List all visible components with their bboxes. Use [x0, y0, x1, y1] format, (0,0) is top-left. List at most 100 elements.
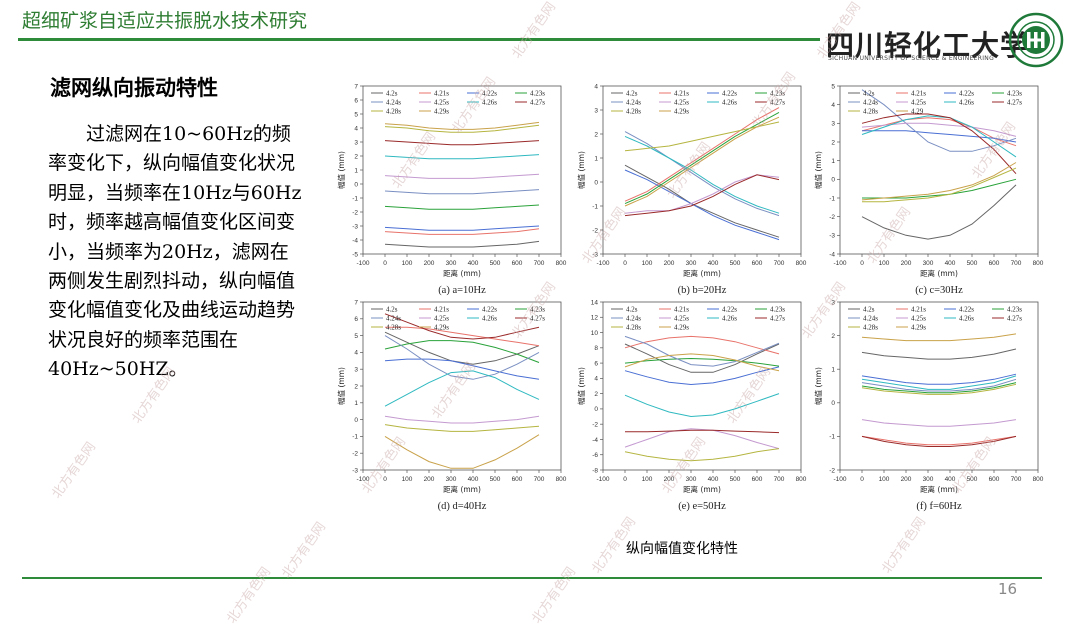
x-axis-label: 距离 (mm) — [920, 268, 958, 278]
legend-label: 4.28s — [626, 108, 641, 116]
legend-label: 4.24s — [386, 99, 401, 107]
series-line-4.2s — [624, 164, 780, 238]
y-tick-label: 3 — [831, 299, 835, 306]
legend-label: 4.27s — [530, 99, 545, 107]
x-tick-label: 500 — [967, 476, 978, 483]
y-tick-label: 3 — [831, 121, 835, 128]
y-tick-label: 7 — [354, 299, 358, 306]
series-line-4.21s — [624, 107, 780, 202]
legend-label: 4.29 — [911, 108, 924, 116]
y-tick-label: 2 — [831, 139, 835, 146]
x-tick-label: 700 — [1011, 260, 1022, 267]
watermark: 北方有色网 — [529, 564, 579, 627]
series-line-4.29s — [624, 353, 780, 372]
x-tick-label: 700 — [774, 260, 785, 267]
y-tick-label: -1 — [829, 195, 835, 202]
x-tick-label: 100 — [402, 476, 413, 483]
y-tick-label: 2 — [594, 391, 598, 398]
series-line-4.23s — [624, 111, 780, 205]
x-tick-label: 600 — [989, 260, 1000, 267]
series-line-4.27s — [861, 113, 1017, 175]
x-tick-label: 500 — [730, 260, 741, 267]
x-tick-label: 0 — [383, 476, 387, 483]
series-line-4.28s — [861, 383, 1017, 395]
y-tick-label: -1 — [829, 434, 835, 441]
plot-frame — [839, 85, 1039, 255]
y-tick-label: -3 — [829, 233, 835, 240]
legend-label: 4.25s — [434, 315, 449, 323]
series-line-4.28s — [384, 124, 540, 133]
legend-label: 4.21s — [434, 306, 449, 314]
plot-frame — [602, 85, 802, 255]
x-tick-label: 800 — [1033, 260, 1044, 267]
y-tick-label: 6 — [594, 360, 598, 367]
legend-label: 4.23s — [770, 306, 785, 314]
legend-label: 4.21s — [911, 306, 926, 314]
legend-label: 4.26s — [482, 99, 497, 107]
y-tick-label: 2 — [354, 383, 358, 390]
x-tick-label: 300 — [686, 260, 697, 267]
legend-label: 4.22s — [482, 90, 497, 98]
y-tick-label: 12 — [591, 315, 599, 322]
y-tick-label: -3 — [352, 223, 358, 230]
x-axis-label: 距离 (mm) — [443, 268, 481, 278]
legend-label: 4.28s — [863, 108, 878, 116]
x-tick-label: 400 — [468, 476, 479, 483]
y-tick-label: -3 — [352, 467, 358, 474]
y-tick-label: 5 — [831, 83, 835, 90]
x-tick-label: 300 — [446, 260, 457, 267]
figure-caption: 纵向幅值变化特性 — [626, 541, 738, 557]
y-tick-label: 0 — [354, 181, 358, 188]
chart-svg: -100 0 100 200 300 400 500 600 700 800 -2 -1 0 1 2 3 4.2… — [813, 299, 1044, 512]
y-tick-label: -1 — [352, 195, 358, 202]
series-line-4.21s — [624, 335, 780, 355]
y-tick-label: 6 — [354, 316, 358, 323]
series-line-4.27s — [624, 174, 780, 217]
footer-divider — [22, 577, 1042, 579]
body-paragraph: 过滤网在10~60Hz的频率变化下，纵向幅值变化状况明显，当频率在10Hz与60… — [48, 123, 302, 381]
y-tick-label: 7 — [354, 83, 358, 90]
x-tick-label: 0 — [860, 476, 864, 483]
legend-label: 4.25s — [911, 99, 926, 107]
header-divider — [18, 38, 820, 41]
y-tick-label: 4 — [354, 350, 358, 357]
x-tick-label: 700 — [1011, 476, 1022, 483]
chart-c-30hz: -100 0 100 200 300 400 500 600 700 800 -4 -3 -2 -1 0 1 2… — [812, 78, 1052, 308]
y-tick-label: 10 — [591, 330, 599, 337]
y-tick-label: 4 — [594, 83, 598, 90]
page-number: 16 — [998, 580, 1018, 598]
y-tick-label: -2 — [592, 227, 598, 234]
legend-label: 4.27s — [1007, 315, 1022, 323]
legend-label: 4.2s — [626, 306, 638, 314]
chart-svg: -100 0 100 200 300 400 500 600 700 800 -3 -2 -1 0 1 2 3 4… — [576, 83, 807, 296]
chart-svg: -100 0 100 200 300 400 500 600 700 800 -8 -6 -4 -2 0 2 4… — [576, 299, 807, 512]
y-tick-label: -1 — [352, 434, 358, 441]
x-tick-label: 300 — [923, 476, 934, 483]
legend-label: 4.25s — [674, 99, 689, 107]
plot-frame — [839, 301, 1039, 471]
x-tick-label: 800 — [556, 476, 567, 483]
y-tick-label: 4 — [831, 102, 835, 109]
x-tick-label: 100 — [642, 476, 653, 483]
y-tick-label: 0 — [831, 177, 835, 184]
series-line-4.25s — [861, 122, 1017, 137]
y-tick-label: 5 — [354, 111, 358, 118]
y-tick-label: 0 — [831, 400, 835, 407]
y-tick-label: 1 — [831, 158, 835, 165]
series-line-4.23s — [624, 357, 780, 367]
header-title: 超细矿浆自适应共振脱水技术研究 — [22, 10, 308, 32]
x-tick-label: -100 — [833, 476, 846, 483]
legend-label: 4.26s — [959, 99, 974, 107]
legend-label: 4.27s — [770, 315, 785, 323]
series-line-4.23s — [862, 178, 1017, 199]
x-tick-label: -100 — [356, 260, 369, 267]
series-line-4.28s — [862, 167, 1017, 203]
x-tick-label: 800 — [796, 476, 807, 483]
legend-label: 4.24s — [863, 99, 878, 107]
legend-label: 4.29s — [911, 324, 926, 332]
y-tick-label: -2 — [829, 467, 835, 474]
x-tick-label: 200 — [424, 260, 435, 267]
x-tick-label: 800 — [1033, 476, 1044, 483]
series-line-4.29 — [861, 162, 1017, 201]
chart-caption: (f) f=60Hz — [916, 501, 962, 512]
